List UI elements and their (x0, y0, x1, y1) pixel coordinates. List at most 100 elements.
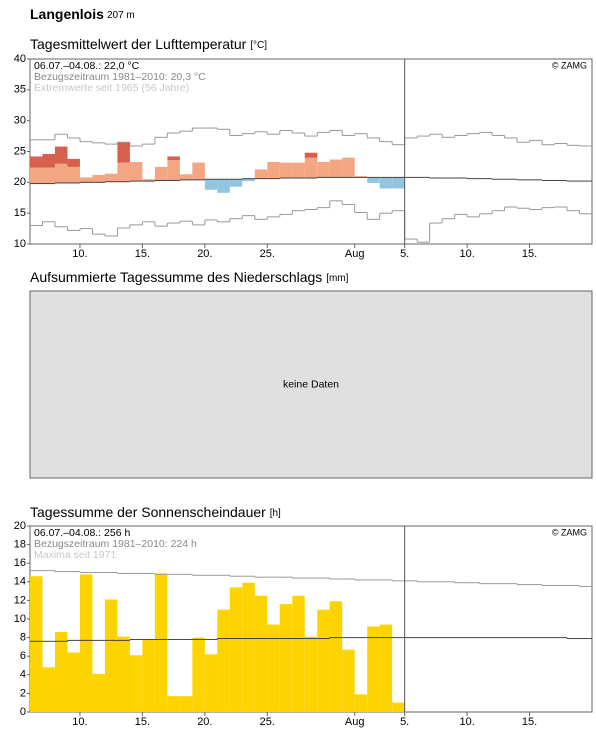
bar (142, 639, 155, 712)
unit: [h] (270, 508, 281, 519)
bar (392, 702, 405, 712)
anomaly-bar-above (317, 161, 330, 178)
x-tick-label: 20. (197, 248, 212, 260)
bar (279, 604, 293, 712)
bar (292, 595, 305, 712)
anomaly-bar-above (342, 157, 355, 178)
x-tick-label: Aug (345, 716, 365, 728)
x-tick-label: Aug (345, 248, 365, 260)
bar (104, 599, 118, 712)
title-text: Tagessumme der Sonnenscheindauer (30, 504, 266, 520)
annotation: Bezugszeitraum 1981–2010: 224 h (34, 538, 197, 550)
bar (42, 667, 55, 712)
anomaly-bar-above (154, 166, 168, 181)
bar (30, 576, 43, 712)
annotation: Extremwerte seit 1965 (56 Jahre) (34, 82, 189, 94)
anomaly-bar-extreme (117, 142, 130, 163)
anomaly-bar-above (267, 161, 280, 179)
x-tick-label: 15. (522, 248, 537, 260)
bar (329, 601, 343, 712)
anomaly-bar-above (42, 167, 55, 184)
x-tick-label: 25. (260, 716, 275, 728)
anomaly-bar-above (30, 167, 43, 184)
anomaly-bar-above (354, 176, 368, 178)
chart-title: Tagessumme der Sonnenscheindauer [h] (30, 504, 281, 520)
bar (67, 652, 80, 712)
bar (79, 574, 93, 712)
x-tick-label: 15. (522, 716, 537, 728)
y-tick-label: 10 (14, 238, 26, 250)
y-tick-label: 20 (14, 520, 26, 532)
anomaly-bar-extreme (304, 152, 318, 158)
anomaly-bar-extreme (30, 156, 43, 168)
anomaly-bar-below (392, 177, 405, 189)
bar (367, 626, 380, 712)
anomaly-bar-extreme (167, 156, 180, 161)
source: © ZAMG (552, 527, 587, 537)
bar (167, 696, 180, 712)
bar (204, 654, 218, 712)
y-tick-label: 18 (14, 539, 26, 551)
y-tick-label: 6 (20, 650, 26, 662)
title-text: Tagesmittelwert der Lufttemperatur (30, 36, 247, 52)
x-tick-label: 10. (72, 248, 87, 260)
anomaly-bar-above (329, 159, 343, 178)
y-tick-label: 30 (14, 115, 26, 127)
anomaly-bar-below (379, 177, 393, 189)
y-tick-label: 15 (14, 207, 26, 219)
anomaly-bar-above (104, 173, 118, 182)
anomaly-bar-extreme (42, 153, 55, 168)
bar (379, 624, 393, 712)
annotation: 06.07.–04.08.: 256 h (34, 527, 130, 539)
y-tick-label: 25 (14, 145, 26, 157)
bar (154, 573, 168, 712)
anomaly-bar-extreme (54, 146, 68, 164)
anomaly-bar-above (179, 174, 193, 180)
anomaly-bar-above (167, 160, 180, 181)
unit: [mm] (326, 273, 348, 284)
y-tick-label: 2 (20, 687, 26, 699)
bar (254, 595, 268, 712)
elevation: 207 m (107, 10, 135, 21)
bar (179, 696, 193, 712)
x-tick-label: 25. (260, 248, 275, 260)
anomaly-bar-above (192, 162, 205, 180)
anomaly-bar-above (117, 162, 130, 182)
anomaly-bar-above (92, 174, 105, 183)
bar (317, 609, 330, 712)
anomaly-bar-below (229, 179, 243, 187)
anomaly-bar-extreme (67, 158, 80, 167)
bar (217, 609, 230, 712)
anomaly-bar-above (67, 166, 80, 183)
bar (92, 673, 105, 712)
bar (129, 655, 143, 712)
y-tick-label: 10 (14, 613, 26, 625)
plot-area (29, 290, 593, 479)
y-tick-label: 14 (14, 576, 26, 588)
anomaly-bar-below (242, 178, 255, 182)
y-tick-label: 35 (14, 84, 26, 96)
bar (117, 636, 130, 712)
chart-title: Aufsummierte Tagessumme des Niederschlag… (30, 269, 349, 285)
anomaly-bar-above (292, 162, 305, 179)
bar (342, 649, 355, 712)
station-name: Langenlois (30, 6, 104, 22)
bar (242, 582, 255, 712)
y-tick-label: 4 (20, 669, 26, 681)
x-tick-label: 20. (197, 716, 212, 728)
x-tick-label: 10. (459, 248, 474, 260)
chart-title: Tagesmittelwert der Lufttemperatur [°C] (30, 36, 267, 52)
x-tick-label: 5. (400, 716, 409, 728)
bar (192, 637, 205, 712)
anomaly-bar-above (129, 161, 143, 182)
anomaly-bar-above (304, 157, 318, 179)
y-tick-label: 16 (14, 557, 26, 569)
y-tick-label: 8 (20, 632, 26, 644)
bar (229, 587, 243, 712)
anomaly-bar-above (279, 162, 293, 179)
bar (354, 694, 368, 712)
source: © ZAMG (552, 60, 587, 70)
header: Langenlois 207 m (30, 6, 135, 22)
